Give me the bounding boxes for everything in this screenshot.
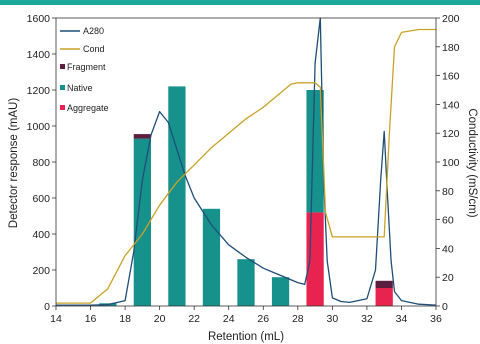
y-left-tick-label-200: 200 xyxy=(32,265,50,277)
bar-fragment-33 xyxy=(375,280,393,288)
plot-frame xyxy=(52,17,440,310)
series-line-cond xyxy=(56,28,436,304)
bar-aggregate-33 xyxy=(375,288,393,306)
legend-label-fragment: Fragment xyxy=(67,62,106,72)
y-axis-right-title: Conductivity (mS/cm) xyxy=(466,108,478,217)
bar-aggregate-29 xyxy=(306,212,324,306)
y-right-tick-label-180: 180 xyxy=(442,42,460,54)
bar-native-19 xyxy=(133,138,151,306)
y-right-tick-label-0: 0 xyxy=(442,301,448,313)
bar-native-23 xyxy=(202,208,221,306)
x-tick-label-34: 34 xyxy=(396,313,408,325)
legend-label-aggregate: Aggregate xyxy=(67,103,109,113)
bars-layer xyxy=(99,86,393,307)
legend-swatch-native xyxy=(60,85,65,90)
y-right-tick-label-160: 160 xyxy=(442,71,460,83)
legend-swatch-fragment xyxy=(60,64,65,69)
y-left-tick-label-600: 600 xyxy=(32,193,50,205)
y-left-tick-label-400: 400 xyxy=(32,229,50,241)
y-right-tick-label-200: 200 xyxy=(442,13,460,25)
x-tick-label-36: 36 xyxy=(430,313,442,325)
y-right-tick-label-120: 120 xyxy=(442,128,460,140)
y-right-tick-label-20: 20 xyxy=(442,272,454,284)
x-tick-label-16: 16 xyxy=(85,313,97,325)
bar-fragment-19 xyxy=(133,134,151,139)
legend-label-cond: Cond xyxy=(83,44,105,54)
bar-native-27 xyxy=(271,277,290,306)
legend-label-native: Native xyxy=(67,83,93,93)
y-right-tick-label-80: 80 xyxy=(442,186,454,198)
y-axis-left-title: Detector response (mAU) xyxy=(8,98,20,229)
legend: A280 Cond Fragment Native Aggregate xyxy=(60,26,109,113)
legend-label-a280: A280 xyxy=(83,26,104,36)
y-left-tick-label-800: 800 xyxy=(32,157,50,169)
bar-native-21 xyxy=(168,86,186,307)
series-line-a280 xyxy=(56,17,437,306)
y-left-tick-label-1600: 1600 xyxy=(27,13,51,25)
x-tick-label-18: 18 xyxy=(119,313,131,325)
x-tick-label-22: 22 xyxy=(188,313,200,325)
legend-swatch-aggregate xyxy=(60,105,65,110)
y-right-tick-label-100: 100 xyxy=(442,157,460,169)
y-right-tick-label-140: 140 xyxy=(442,99,460,111)
x-tick-label-30: 30 xyxy=(327,313,339,325)
y-left-tick-label-1200: 1200 xyxy=(27,85,51,97)
x-tick-label-24: 24 xyxy=(223,313,235,325)
y-right-tick-label-60: 60 xyxy=(442,215,454,227)
y-right-tick-label-40: 40 xyxy=(442,243,454,255)
x-tick-label-32: 32 xyxy=(361,313,373,325)
y-left-tick-label-1000: 1000 xyxy=(27,121,51,133)
x-tick-label-28: 28 xyxy=(292,313,304,325)
y-left-tick-label-1400: 1400 xyxy=(27,49,51,61)
bar-native-29 xyxy=(306,90,324,213)
x-tick-label-26: 26 xyxy=(257,313,269,325)
bar-native-25 xyxy=(237,259,255,306)
x-axis-title: Retention (mL) xyxy=(208,331,284,343)
y-left-tick-label-0: 0 xyxy=(44,301,50,313)
lines-layer xyxy=(56,17,437,306)
accent-bar xyxy=(0,0,480,5)
x-tick-label-14: 14 xyxy=(50,313,62,325)
tick-labels: 14 16 18 20 22 24 26 28 30 32 34 360200400600800100… xyxy=(27,13,460,325)
x-tick-label-20: 20 xyxy=(154,313,166,325)
